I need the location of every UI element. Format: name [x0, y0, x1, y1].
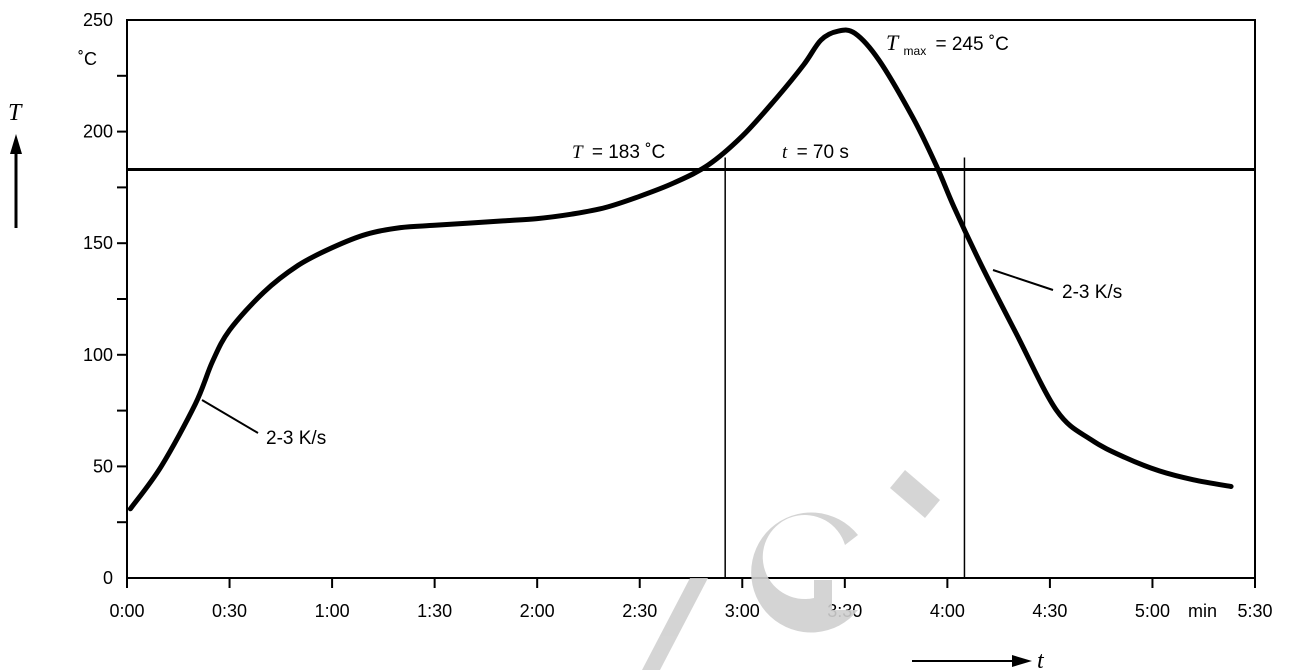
- t183-value: = 183 ˚C: [592, 142, 665, 163]
- x-tick-label: 2:30: [622, 601, 657, 621]
- y-tick-label: 250: [83, 10, 113, 30]
- x-tick-labels: 0:000:301:001:302:002:303:003:304:004:30…: [109, 601, 1272, 621]
- tmax-subscript: max: [904, 44, 927, 58]
- y-axis-arrow-head: [10, 134, 22, 154]
- x-tick-label: 0:00: [109, 601, 144, 621]
- t183-symbol: T: [572, 142, 584, 163]
- watermark: [642, 470, 940, 670]
- t183-annotation: T = 183 ˚C: [572, 142, 665, 163]
- tmax-value: = 245 ˚C: [935, 34, 1008, 55]
- x-tick-label: 1:00: [315, 601, 350, 621]
- x-axis-label: t: [1037, 648, 1045, 670]
- x-tick-label: 1:30: [417, 601, 452, 621]
- t70-annotation: t = 70 s: [782, 142, 849, 163]
- x-tick-label: 5:30: [1237, 601, 1272, 621]
- y-tick-label: 200: [83, 122, 113, 142]
- t70-symbol: t: [782, 142, 788, 163]
- x-axis-arrow-head: [1012, 655, 1032, 667]
- t70-value: = 70 s: [797, 142, 849, 163]
- y-tick-label: 50: [93, 456, 113, 476]
- x-tick-label: 4:30: [1032, 601, 1067, 621]
- tmax-annotation: T max = 245 ˚C: [886, 30, 1009, 60]
- temperature-profile-line: [127, 27, 1234, 512]
- x-unit-label: min: [1188, 601, 1217, 621]
- y-axis-label: T: [8, 100, 23, 126]
- rate-down-annotation: 2-3 K/s: [1062, 282, 1122, 303]
- tmax-symbol: T: [886, 30, 900, 55]
- axis-ticks: [117, 74, 1256, 588]
- y-tick-label: 0: [103, 568, 113, 588]
- x-tick-label: 0:30: [212, 601, 247, 621]
- x-tick-label: 4:00: [930, 601, 965, 621]
- y-tick-labels: 0 50 100 150 200 250: [83, 10, 113, 588]
- x-tick-label: 3:00: [725, 601, 760, 621]
- x-tick-label: 5:00: [1135, 601, 1170, 621]
- rate-up-annotation: 2-3 K/s: [266, 428, 326, 449]
- y-tick-label: 100: [83, 345, 113, 365]
- rate-down-leader: [992, 269, 1054, 291]
- x-tick-label: 2:00: [520, 601, 555, 621]
- rate-up-leader: [201, 399, 259, 434]
- y-tick-label: 150: [83, 233, 113, 253]
- y-unit-label: ˚C: [78, 49, 97, 69]
